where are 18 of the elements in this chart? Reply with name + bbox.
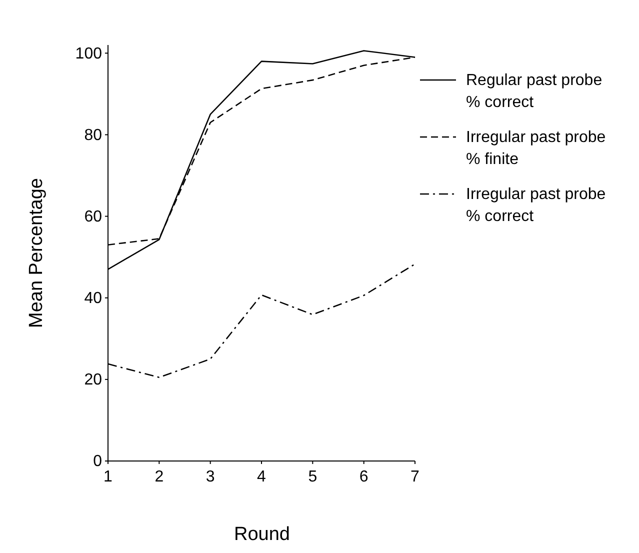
y-axis-title: Mean Percentage	[26, 178, 47, 328]
x-tick-label: 4	[257, 468, 266, 486]
y-tick-label: 20	[84, 372, 102, 389]
legend-label: Irregular past probe % finite	[466, 129, 606, 168]
x-tick-label: 3	[206, 468, 215, 486]
legend-label: Irregular past probe % correct	[466, 186, 606, 225]
legend-label: Regular past probe % correct	[466, 72, 602, 111]
y-tick-label: 40	[84, 290, 102, 307]
x-tick-label: 5	[308, 468, 318, 486]
x-axis-title: Round	[234, 524, 290, 545]
y-tick-label: 60	[84, 208, 102, 226]
y-tick-label: 0	[93, 453, 102, 470]
y-tick-label: 80	[84, 126, 102, 144]
x-tick-label: 7	[410, 468, 420, 486]
x-tick-label: 6	[359, 468, 368, 486]
x-tick-label: 2	[154, 468, 164, 486]
x-tick-label: 1	[104, 468, 113, 486]
y-tick-label: 100	[75, 45, 102, 62]
